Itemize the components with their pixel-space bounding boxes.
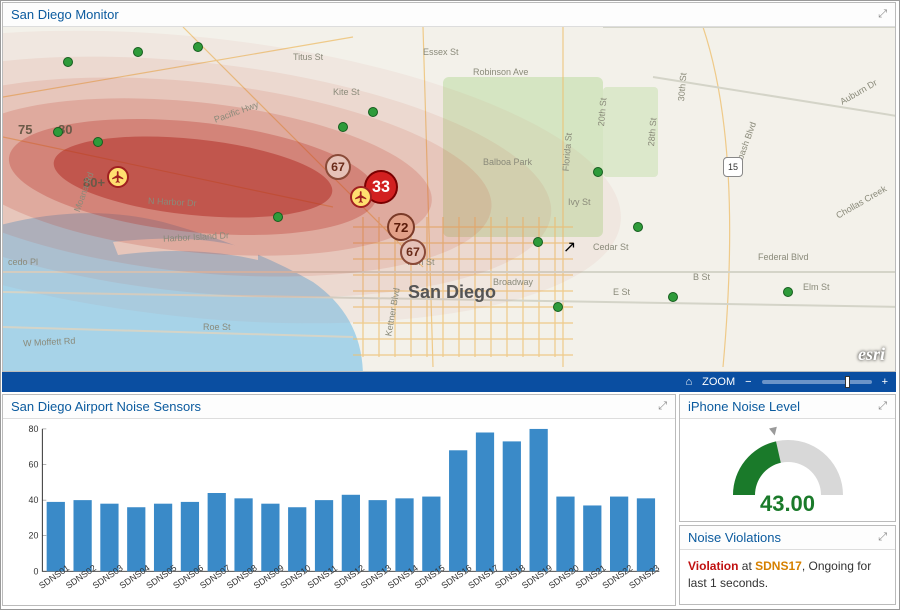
esri-attribution: esri	[858, 344, 885, 365]
violations-panel: Noise Violations ⤢ Violation at SDNS17, …	[679, 525, 896, 605]
noise-chart-body: 020406080SDNS01SDNS02SDNS03SDNS04SDNS05S…	[9, 423, 669, 599]
sensor-reading[interactable]: 72	[387, 213, 415, 241]
sensor-dot[interactable]	[633, 222, 643, 232]
sensor-dot[interactable]	[593, 167, 603, 177]
chart-bar[interactable]	[369, 500, 387, 571]
sensor-reading[interactable]: 67	[325, 154, 351, 180]
chart-bar[interactable]	[395, 498, 413, 571]
sensor-dot[interactable]	[668, 292, 678, 302]
noise-chart-title-bar: San Diego Airport Noise Sensors ⤢	[3, 395, 675, 419]
zoom-out-button[interactable]: −	[745, 376, 751, 388]
street-label: Elm St	[803, 282, 830, 292]
street-label: Robinson Ave	[473, 67, 528, 77]
chart-bar[interactable]	[154, 504, 172, 572]
sensor-dot[interactable]	[338, 122, 348, 132]
violations-title-bar: Noise Violations ⤢	[680, 526, 895, 550]
chart-bar[interactable]	[181, 502, 199, 571]
contour-label: 75	[18, 122, 32, 137]
violations-title: Noise Violations	[688, 530, 781, 545]
sensor-reading[interactable]: 67	[400, 239, 426, 265]
street-label: Ivy St	[568, 197, 591, 207]
sensor-dot[interactable]	[53, 127, 63, 137]
gauge-panel: iPhone Noise Level ⤢ 43.00	[679, 394, 896, 522]
violations-body: Violation at SDNS17, Ongoing for last 1 …	[680, 550, 895, 600]
chart-bar[interactable]	[47, 502, 65, 571]
city-label: San Diego	[408, 282, 496, 303]
sensor-dot[interactable]	[273, 212, 283, 222]
gauge-title: iPhone Noise Level	[688, 399, 800, 414]
chart-bar[interactable]	[315, 500, 333, 571]
noise-chart-title: San Diego Airport Noise Sensors	[11, 399, 201, 414]
street-label: E St	[613, 287, 630, 297]
violation-at: at	[738, 559, 755, 573]
street-label: Roe St	[203, 322, 231, 332]
sensor-dot[interactable]	[533, 237, 543, 247]
zoom-in-button[interactable]: +	[882, 376, 888, 388]
sensor-dot[interactable]	[133, 47, 143, 57]
map-toolbar: ⌂ ZOOM − +	[2, 372, 896, 392]
violation-word: Violation	[688, 559, 738, 573]
chart-bar[interactable]	[261, 504, 279, 572]
cursor-icon: ↖	[563, 237, 576, 257]
street-label: Federal Blvd	[758, 252, 809, 262]
svg-text:80: 80	[29, 424, 39, 434]
chart-bar[interactable]	[583, 505, 601, 571]
chart-bar[interactable]	[422, 497, 440, 572]
map-title-bar: San Diego Monitor ⤢	[3, 3, 895, 27]
expand-icon[interactable]: ⤢	[878, 8, 887, 21]
svg-text:0: 0	[33, 566, 38, 576]
map-title: San Diego Monitor	[11, 7, 119, 22]
sensor-dot[interactable]	[553, 302, 563, 312]
street-label: Broadway	[493, 277, 533, 287]
street-label: Balboa Park	[483, 157, 532, 167]
svg-text:20: 20	[29, 531, 39, 541]
svg-text:60: 60	[29, 459, 39, 469]
violation-sensor: SDNS17	[755, 559, 802, 573]
svg-text:40: 40	[29, 495, 39, 505]
sensor-dot[interactable]	[783, 287, 793, 297]
gauge-body: 43.00	[680, 419, 895, 521]
chart-bar[interactable]	[100, 504, 118, 572]
street-label: B St	[693, 272, 710, 282]
chart-bar[interactable]	[449, 450, 467, 571]
street-label: Kite St	[333, 87, 360, 97]
airplane-icon[interactable]	[107, 166, 129, 188]
chart-bar[interactable]	[503, 441, 521, 571]
street-label: Titus St	[293, 52, 323, 62]
home-icon[interactable]: ⌂	[685, 376, 692, 388]
zoom-slider[interactable]	[762, 380, 872, 384]
sensor-dot[interactable]	[63, 57, 73, 67]
airplane-icon[interactable]	[350, 186, 372, 208]
chart-bar[interactable]	[208, 493, 226, 571]
map-canvas[interactable]: 758080+Essex StRobinson AveTitus StKite …	[3, 27, 895, 371]
chart-bar[interactable]	[288, 507, 306, 571]
sensor-dot[interactable]	[368, 107, 378, 117]
chart-bar[interactable]	[610, 497, 628, 572]
expand-icon[interactable]: ⤢	[878, 531, 887, 544]
chart-bar[interactable]	[530, 429, 548, 571]
chart-bar[interactable]	[127, 507, 145, 571]
chart-bar[interactable]	[234, 498, 252, 571]
chart-bar[interactable]	[637, 498, 655, 571]
noise-chart-panel: San Diego Airport Noise Sensors ⤢ 0 20 40 6…	[2, 394, 676, 606]
gauge-value: 43.00	[760, 491, 815, 517]
chart-bar[interactable]	[73, 500, 91, 571]
sensor-dot[interactable]	[93, 137, 103, 147]
zoom-label: ZOOM	[702, 376, 735, 388]
chart-bar[interactable]	[342, 495, 360, 572]
street-label: cedo Pl	[8, 257, 38, 267]
map-panel: San Diego Monitor ⤢ 758080+Essex StRobin…	[2, 2, 896, 372]
gauge-title-bar: iPhone Noise Level ⤢	[680, 395, 895, 419]
expand-icon[interactable]: ⤢	[658, 400, 667, 413]
expand-icon[interactable]: ⤢	[878, 400, 887, 413]
street-label: Essex St	[423, 47, 459, 57]
sensor-dot[interactable]	[193, 42, 203, 52]
chart-bar[interactable]	[476, 432, 494, 571]
chart-bar[interactable]	[556, 497, 574, 572]
highway-shield: 15	[723, 157, 743, 177]
zoom-thumb[interactable]	[845, 376, 850, 388]
street-label: Cedar St	[593, 242, 629, 252]
noise-chart-svg: 020406080SDNS01SDNS02SDNS03SDNS04SDNS05S…	[9, 423, 669, 599]
